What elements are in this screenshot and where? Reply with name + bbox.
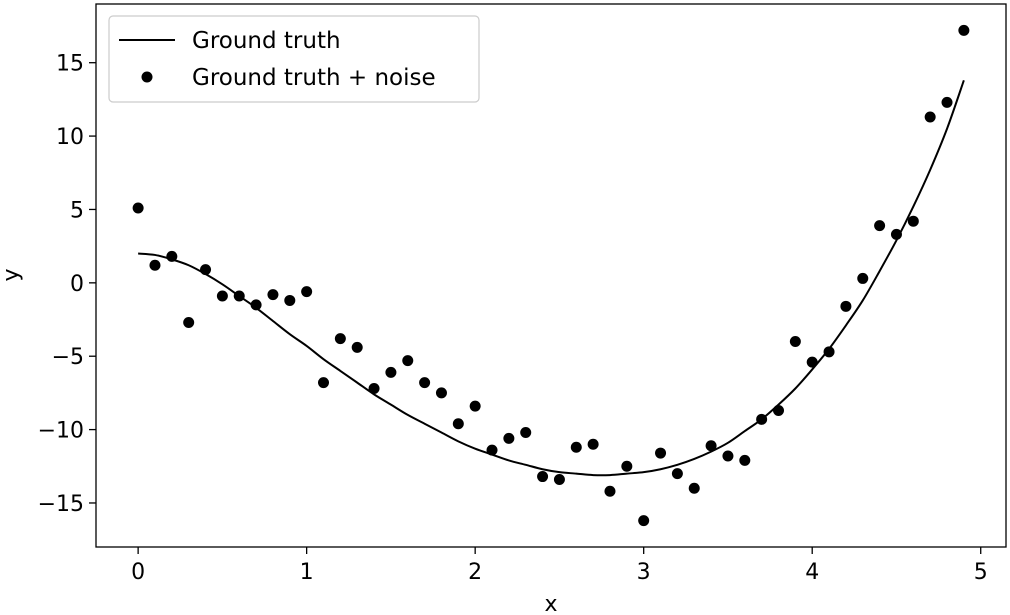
noise-point bbox=[216, 290, 228, 302]
noise-point bbox=[166, 250, 178, 262]
noise-point bbox=[368, 383, 380, 395]
noise-point bbox=[655, 447, 667, 459]
noise-point bbox=[132, 202, 144, 214]
noise-point bbox=[638, 515, 650, 527]
x-tick-label: 1 bbox=[300, 560, 314, 585]
noise-point bbox=[284, 294, 296, 306]
noise-point bbox=[907, 215, 919, 227]
x-tick-label: 4 bbox=[805, 560, 819, 585]
noise-point bbox=[486, 444, 498, 456]
x-tick-label: 2 bbox=[468, 560, 482, 585]
noise-point bbox=[570, 441, 582, 453]
noise-point bbox=[756, 413, 768, 425]
noise-point bbox=[334, 333, 346, 345]
noise-point bbox=[604, 485, 616, 497]
points-layer bbox=[132, 24, 970, 527]
noise-point bbox=[183, 316, 195, 328]
legend-entry-ground-truth-noise: Ground truth + noise bbox=[192, 65, 436, 91]
noise-point bbox=[385, 366, 397, 378]
noise-point bbox=[435, 387, 447, 399]
noise-point bbox=[688, 482, 700, 494]
noise-point bbox=[924, 111, 936, 123]
noise-point bbox=[958, 24, 970, 36]
y-tick-label: 0 bbox=[70, 272, 84, 297]
y-axis-label: y bbox=[0, 268, 24, 281]
noise-point bbox=[840, 300, 852, 312]
noise-point bbox=[267, 289, 279, 301]
y-tick-label: −15 bbox=[38, 492, 84, 517]
noise-point bbox=[537, 471, 549, 483]
noise-point bbox=[200, 264, 212, 276]
y-tick-label: 15 bbox=[56, 52, 84, 77]
legend-marker-swatch bbox=[141, 71, 153, 83]
noise-point bbox=[520, 427, 532, 439]
noise-point bbox=[773, 405, 784, 417]
noise-point bbox=[149, 259, 161, 271]
legend: Ground truth Ground truth + noise bbox=[108, 15, 480, 103]
noise-point bbox=[351, 341, 363, 353]
noise-point bbox=[857, 272, 869, 284]
noise-point bbox=[890, 228, 902, 240]
y-tick-label: −10 bbox=[38, 419, 84, 444]
x-tick-label: 3 bbox=[637, 560, 651, 585]
noise-point bbox=[233, 290, 245, 302]
y-tick-label: 10 bbox=[56, 125, 84, 150]
noise-point bbox=[250, 299, 262, 311]
noise-point bbox=[739, 454, 751, 466]
noise-point bbox=[789, 336, 801, 348]
noise-point bbox=[452, 418, 464, 430]
noise-point bbox=[587, 438, 599, 450]
noise-point bbox=[941, 96, 953, 108]
noise-point bbox=[318, 377, 329, 389]
x-tick-label: 5 bbox=[974, 560, 988, 585]
noise-point bbox=[301, 286, 313, 298]
noise-point bbox=[469, 400, 481, 412]
legend-entry-ground-truth: Ground truth bbox=[192, 28, 341, 54]
x-axis-label: x bbox=[544, 592, 557, 615]
noise-point bbox=[806, 356, 818, 368]
y-tick-label: −5 bbox=[52, 345, 84, 370]
x-tick-label: 0 bbox=[131, 560, 145, 585]
noise-point bbox=[823, 346, 835, 358]
ticks-layer: 0 1 2 3 4 5 −15 −10 −5 0 5 10 15 bbox=[38, 52, 988, 585]
noise-point bbox=[705, 440, 717, 452]
noise-point bbox=[402, 355, 414, 367]
noise-point bbox=[553, 473, 565, 485]
legend-box bbox=[108, 15, 480, 103]
noise-point bbox=[621, 460, 633, 472]
noise-point bbox=[419, 377, 431, 389]
noise-point bbox=[874, 220, 886, 232]
noise-point bbox=[503, 432, 515, 444]
noise-point bbox=[671, 468, 683, 480]
noise-point bbox=[722, 450, 734, 462]
y-tick-label: 5 bbox=[70, 198, 84, 223]
